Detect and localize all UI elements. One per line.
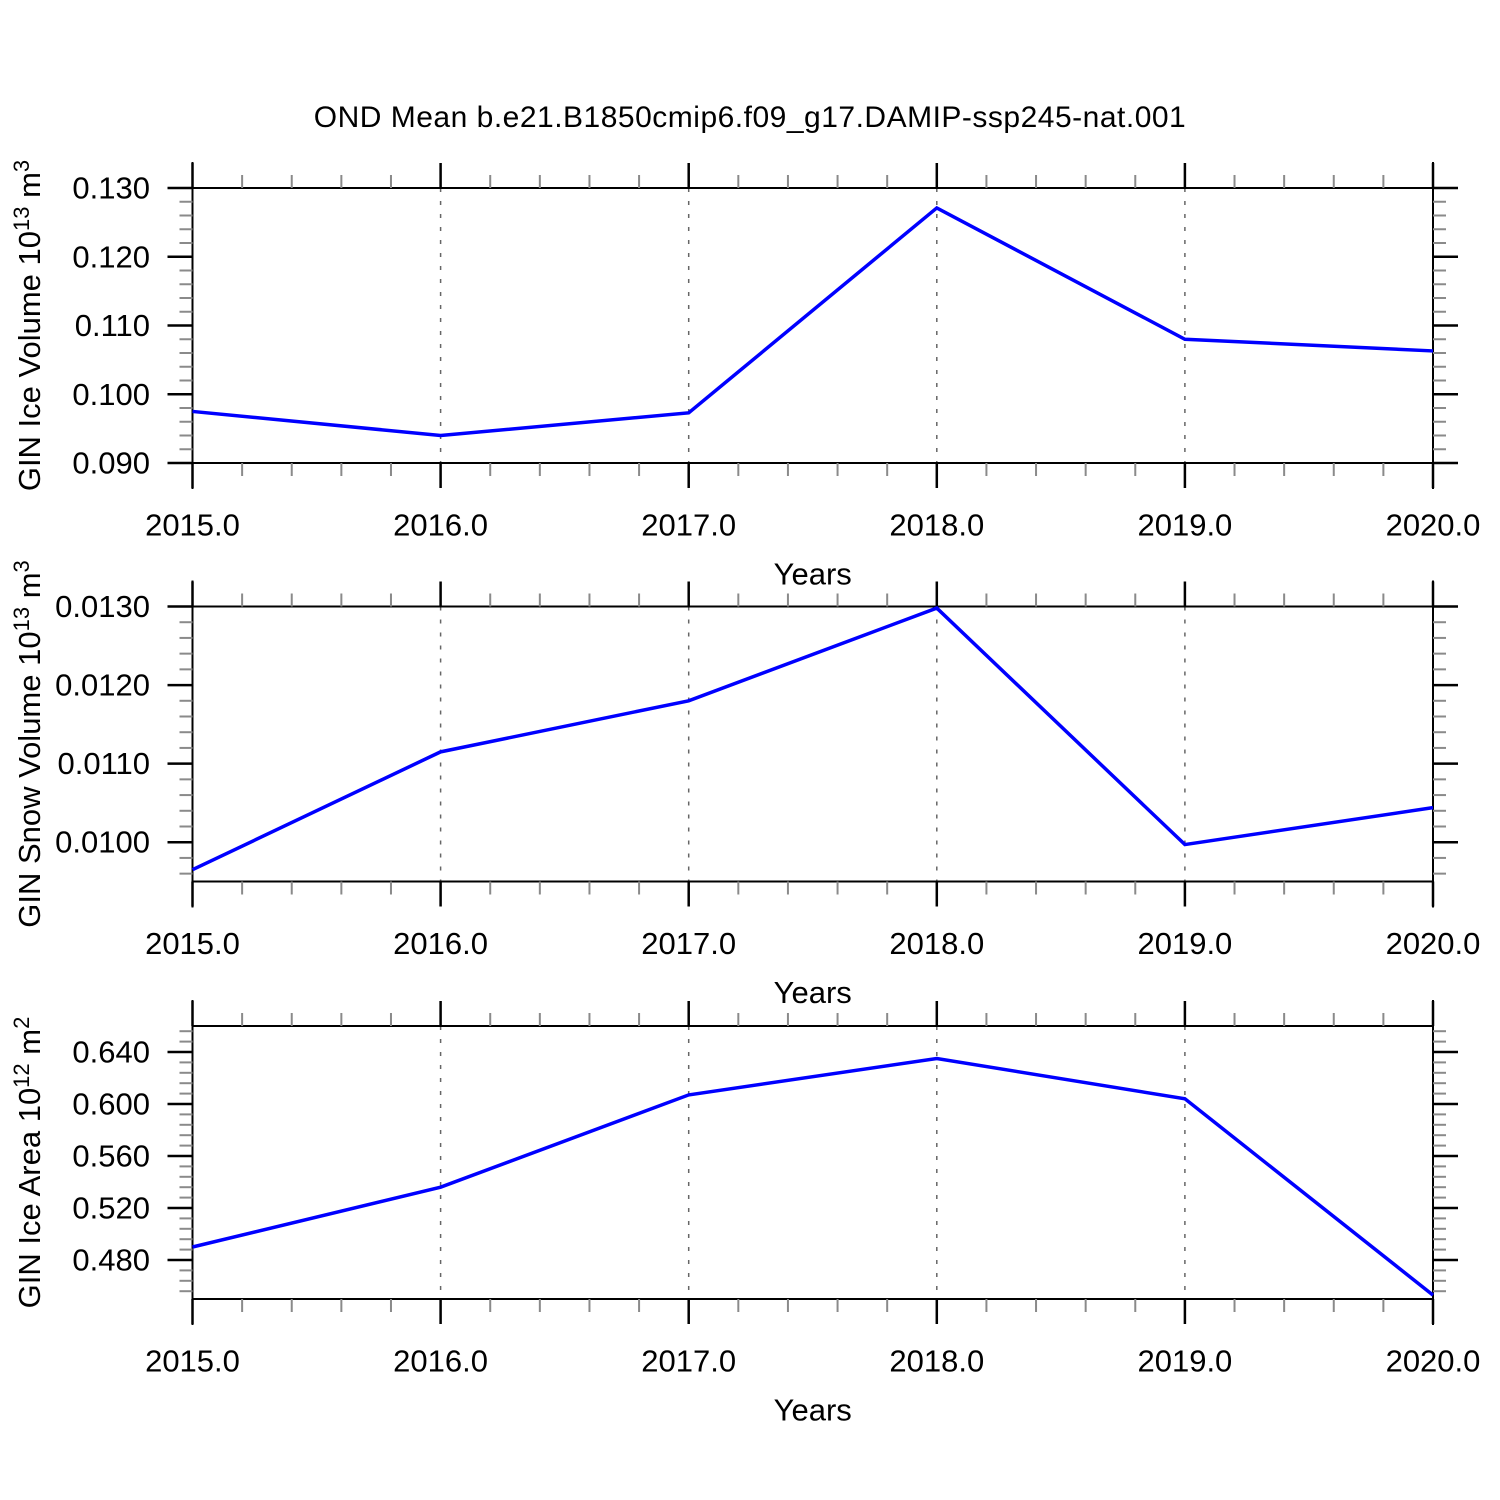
x-axis-ticks bbox=[191, 581, 1435, 907]
y-tick-label: 0.640 bbox=[72, 1035, 150, 1070]
x-tick-label: 2015.0 bbox=[145, 1344, 240, 1379]
y-tick-label: 0.0130 bbox=[55, 589, 150, 624]
y-tick-label: 0.130 bbox=[72, 171, 150, 206]
plot-frame bbox=[191, 1025, 1434, 1300]
x-axis-title: Years bbox=[774, 1393, 852, 1428]
x-axis-ticks bbox=[191, 163, 1435, 488]
x-tick-label: 2019.0 bbox=[1137, 1344, 1232, 1379]
panel-2: 0.0100 0.0110 0.0120 0.0130 2015.0 2016.0 2017… bbox=[9, 560, 1480, 1010]
x-tick-label: 2020.0 bbox=[1386, 1344, 1481, 1379]
axis-overhangs bbox=[191, 1000, 1434, 1325]
x-tick-label: 2016.0 bbox=[393, 508, 488, 543]
x-tick-label: 2016.0 bbox=[393, 926, 488, 961]
x-tick-label: 2017.0 bbox=[641, 926, 736, 961]
x-axis-title: Years bbox=[774, 975, 852, 1010]
gridlines bbox=[439, 1026, 1186, 1299]
x-tick-label: 2020.0 bbox=[1386, 926, 1481, 961]
chart-title: OND Mean b.e21.B1850cmip6.f09_g17.DAMIP-… bbox=[313, 101, 1187, 134]
x-tick-label: 2015.0 bbox=[145, 926, 240, 961]
y-tick-label: 0.100 bbox=[72, 377, 150, 412]
x-tick-labels: 2015.0 2016.0 2017.0 2018.0 2019.0 2020.0 bbox=[145, 508, 1480, 543]
y-tick-labels: 0.0100 0.0110 0.0120 0.0130 bbox=[55, 589, 150, 860]
x-axis-title: Years bbox=[774, 557, 852, 592]
y-tick-label: 0.560 bbox=[72, 1139, 150, 1174]
y-axis-ticks bbox=[167, 1030, 1458, 1293]
x-axis-ticks bbox=[191, 1001, 1435, 1324]
x-tick-label: 2019.0 bbox=[1137, 926, 1232, 961]
axis-overhangs bbox=[191, 162, 1434, 489]
x-tick-labels: 2015.0 2016.0 2017.0 2018.0 2019.0 2020.0 bbox=[145, 926, 1480, 961]
plot-frame bbox=[191, 187, 1434, 464]
axis-overhangs bbox=[191, 580, 1434, 908]
y-tick-label: 0.600 bbox=[72, 1087, 150, 1122]
y-tick-labels: 0.480 0.520 0.560 0.600 0.640 bbox=[72, 1035, 150, 1278]
x-tick-label: 2015.0 bbox=[145, 508, 240, 543]
y-tick-label: 0.090 bbox=[72, 446, 150, 481]
y-tick-label: 0.120 bbox=[72, 239, 150, 274]
y-tick-label: 0.0120 bbox=[55, 668, 150, 703]
data-line bbox=[191, 606, 1434, 872]
y-tick-labels: 0.090 0.100 0.110 0.120 0.130 bbox=[72, 171, 150, 481]
y-axis-ticks bbox=[167, 605, 1458, 875]
gridlines bbox=[439, 188, 1186, 463]
x-tick-labels: 2015.0 2016.0 2017.0 2018.0 2019.0 2020.0 bbox=[145, 1344, 1480, 1379]
x-tick-label: 2018.0 bbox=[889, 508, 984, 543]
y-axis-ticks bbox=[167, 186, 1458, 465]
gridlines bbox=[439, 606, 1186, 882]
y-tick-label: 0.520 bbox=[72, 1191, 150, 1226]
y-tick-label: 0.0110 bbox=[57, 746, 150, 781]
data-line bbox=[192, 205, 1434, 438]
x-tick-label: 2018.0 bbox=[889, 926, 984, 961]
x-tick-label: 2016.0 bbox=[393, 1344, 488, 1379]
y-axis-title: GIN Snow Volume 1013 m3 bbox=[9, 560, 47, 928]
y-axis-title: GIN Ice Volume 1013 m3 bbox=[9, 160, 47, 491]
y-tick-label: 0.110 bbox=[75, 308, 150, 343]
y-tick-label: 0.0100 bbox=[55, 825, 150, 860]
x-tick-label: 2018.0 bbox=[889, 1344, 984, 1379]
x-tick-label: 2020.0 bbox=[1386, 508, 1481, 543]
data-line bbox=[192, 1056, 1435, 1297]
x-tick-label: 2017.0 bbox=[641, 508, 736, 543]
x-tick-label: 2017.0 bbox=[641, 1344, 736, 1379]
y-tick-label: 0.480 bbox=[72, 1243, 150, 1278]
plot-frame bbox=[191, 605, 1434, 883]
y-axis-title: GIN Ice Area 1012 m2 bbox=[9, 1017, 47, 1309]
x-tick-label: 2019.0 bbox=[1137, 508, 1232, 543]
